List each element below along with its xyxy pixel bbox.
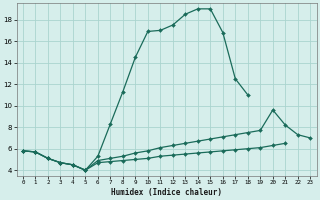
X-axis label: Humidex (Indice chaleur): Humidex (Indice chaleur): [111, 188, 222, 197]
